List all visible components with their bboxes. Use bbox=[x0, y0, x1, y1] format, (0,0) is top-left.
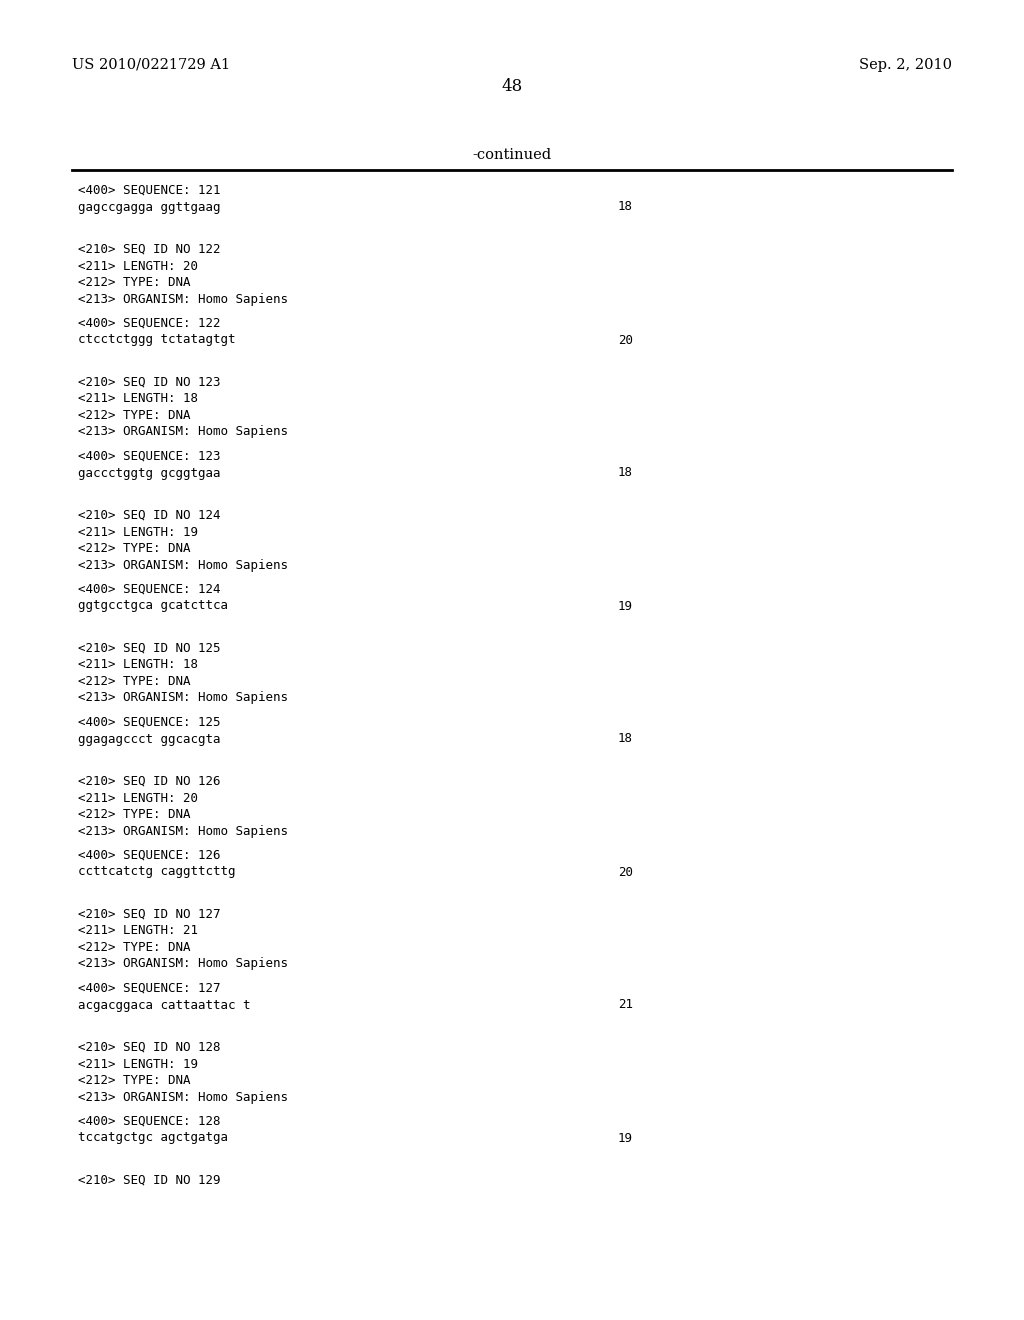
Text: <210> SEQ ID NO 124: <210> SEQ ID NO 124 bbox=[78, 510, 220, 521]
Text: <210> SEQ ID NO 126: <210> SEQ ID NO 126 bbox=[78, 775, 220, 788]
Text: <400> SEQUENCE: 121: <400> SEQUENCE: 121 bbox=[78, 183, 220, 197]
Text: 20: 20 bbox=[618, 866, 633, 879]
Text: <211> LENGTH: 20: <211> LENGTH: 20 bbox=[78, 792, 198, 804]
Text: <213> ORGANISM: Homo Sapiens: <213> ORGANISM: Homo Sapiens bbox=[78, 425, 288, 438]
Text: 21: 21 bbox=[618, 998, 633, 1011]
Text: <213> ORGANISM: Homo Sapiens: <213> ORGANISM: Homo Sapiens bbox=[78, 957, 288, 970]
Text: <212> TYPE: DNA: <212> TYPE: DNA bbox=[78, 276, 190, 289]
Text: 18: 18 bbox=[618, 466, 633, 479]
Text: <210> SEQ ID NO 127: <210> SEQ ID NO 127 bbox=[78, 908, 220, 921]
Text: 19: 19 bbox=[618, 599, 633, 612]
Text: <400> SEQUENCE: 126: <400> SEQUENCE: 126 bbox=[78, 849, 220, 862]
Text: <212> TYPE: DNA: <212> TYPE: DNA bbox=[78, 409, 190, 422]
Text: <212> TYPE: DNA: <212> TYPE: DNA bbox=[78, 941, 190, 954]
Text: gagccgagga ggttgaag: gagccgagga ggttgaag bbox=[78, 201, 220, 214]
Text: <211> LENGTH: 19: <211> LENGTH: 19 bbox=[78, 525, 198, 539]
Text: <211> LENGTH: 21: <211> LENGTH: 21 bbox=[78, 924, 198, 937]
Text: <212> TYPE: DNA: <212> TYPE: DNA bbox=[78, 1074, 190, 1086]
Text: <213> ORGANISM: Homo Sapiens: <213> ORGANISM: Homo Sapiens bbox=[78, 1090, 288, 1104]
Text: <211> LENGTH: 18: <211> LENGTH: 18 bbox=[78, 659, 198, 672]
Text: Sep. 2, 2010: Sep. 2, 2010 bbox=[859, 58, 952, 73]
Text: 48: 48 bbox=[502, 78, 522, 95]
Text: <213> ORGANISM: Homo Sapiens: <213> ORGANISM: Homo Sapiens bbox=[78, 825, 288, 837]
Text: <213> ORGANISM: Homo Sapiens: <213> ORGANISM: Homo Sapiens bbox=[78, 692, 288, 705]
Text: gaccctggtg gcggtgaa: gaccctggtg gcggtgaa bbox=[78, 466, 220, 479]
Text: <211> LENGTH: 19: <211> LENGTH: 19 bbox=[78, 1057, 198, 1071]
Text: <211> LENGTH: 20: <211> LENGTH: 20 bbox=[78, 260, 198, 272]
Text: <400> SEQUENCE: 124: <400> SEQUENCE: 124 bbox=[78, 583, 220, 597]
Text: <210> SEQ ID NO 129: <210> SEQ ID NO 129 bbox=[78, 1173, 220, 1187]
Text: <213> ORGANISM: Homo Sapiens: <213> ORGANISM: Homo Sapiens bbox=[78, 293, 288, 305]
Text: <400> SEQUENCE: 123: <400> SEQUENCE: 123 bbox=[78, 450, 220, 463]
Text: 19: 19 bbox=[618, 1131, 633, 1144]
Text: US 2010/0221729 A1: US 2010/0221729 A1 bbox=[72, 58, 230, 73]
Text: <210> SEQ ID NO 122: <210> SEQ ID NO 122 bbox=[78, 243, 220, 256]
Text: ggagagccct ggcacgta: ggagagccct ggcacgta bbox=[78, 733, 220, 746]
Text: <210> SEQ ID NO 125: <210> SEQ ID NO 125 bbox=[78, 642, 220, 655]
Text: <210> SEQ ID NO 128: <210> SEQ ID NO 128 bbox=[78, 1041, 220, 1053]
Text: ctcctctggg tctatagtgt: ctcctctggg tctatagtgt bbox=[78, 334, 236, 346]
Text: <400> SEQUENCE: 128: <400> SEQUENCE: 128 bbox=[78, 1115, 220, 1129]
Text: <400> SEQUENCE: 122: <400> SEQUENCE: 122 bbox=[78, 317, 220, 330]
Text: -continued: -continued bbox=[472, 148, 552, 162]
Text: 18: 18 bbox=[618, 201, 633, 214]
Text: <400> SEQUENCE: 127: <400> SEQUENCE: 127 bbox=[78, 982, 220, 995]
Text: 20: 20 bbox=[618, 334, 633, 346]
Text: <212> TYPE: DNA: <212> TYPE: DNA bbox=[78, 543, 190, 554]
Text: <213> ORGANISM: Homo Sapiens: <213> ORGANISM: Homo Sapiens bbox=[78, 558, 288, 572]
Text: <211> LENGTH: 18: <211> LENGTH: 18 bbox=[78, 392, 198, 405]
Text: acgacggaca cattaattac t: acgacggaca cattaattac t bbox=[78, 998, 251, 1011]
Text: tccatgctgc agctgatga: tccatgctgc agctgatga bbox=[78, 1131, 228, 1144]
Text: ccttcatctg caggttcttg: ccttcatctg caggttcttg bbox=[78, 866, 236, 879]
Text: <212> TYPE: DNA: <212> TYPE: DNA bbox=[78, 808, 190, 821]
Text: <212> TYPE: DNA: <212> TYPE: DNA bbox=[78, 675, 190, 688]
Text: <210> SEQ ID NO 123: <210> SEQ ID NO 123 bbox=[78, 376, 220, 389]
Text: <400> SEQUENCE: 125: <400> SEQUENCE: 125 bbox=[78, 715, 220, 729]
Text: 18: 18 bbox=[618, 733, 633, 746]
Text: ggtgcctgca gcatcttca: ggtgcctgca gcatcttca bbox=[78, 599, 228, 612]
